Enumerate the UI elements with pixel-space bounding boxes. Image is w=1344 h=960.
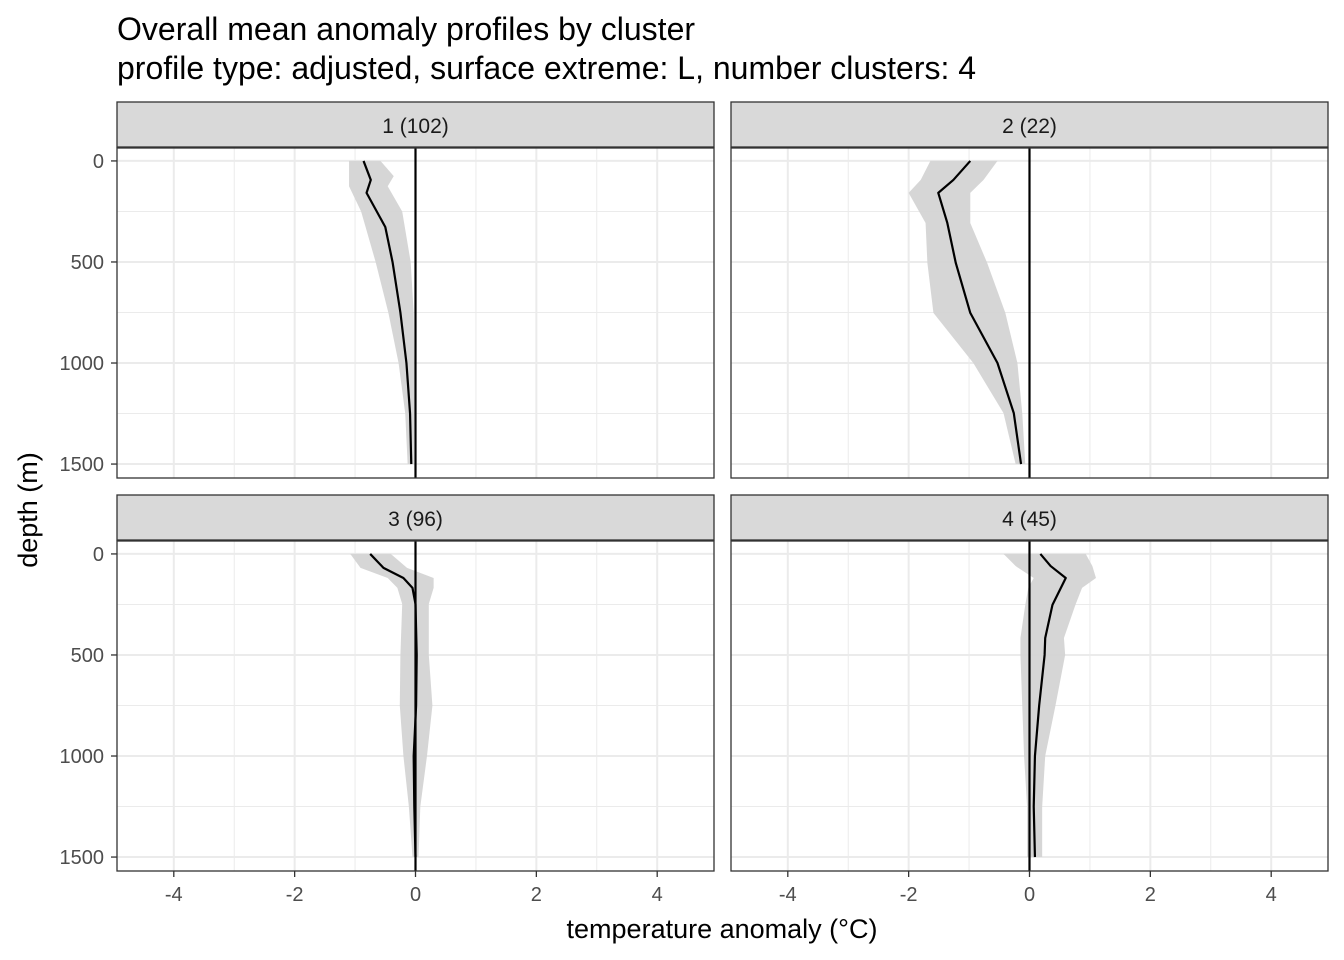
- x-tick-label: -2: [900, 884, 918, 906]
- y-tick-label: 500: [71, 645, 104, 667]
- x-tick-label: -4: [165, 884, 183, 906]
- confidence-ribbon: [908, 160, 1026, 465]
- x-tick-label: 2: [531, 884, 542, 906]
- y-tick-label: 0: [93, 151, 104, 173]
- facet-strip: [730, 494, 1329, 541]
- x-tick-label: -4: [779, 884, 797, 906]
- x-tick-label: 4: [1266, 884, 1277, 906]
- mean-profile-line: [1032, 553, 1067, 858]
- chart-title: Overall mean anomaly profiles by cluster: [117, 11, 695, 47]
- facet-strip-label: 1 (102): [382, 115, 449, 138]
- y-tick-label: 1000: [60, 353, 105, 375]
- confidence-ribbon: [350, 553, 434, 858]
- chart-subtitle: profile type: adjusted, surface extreme:…: [117, 50, 976, 86]
- y-tick-label: 1500: [60, 454, 105, 476]
- mean-profile-line: [369, 553, 418, 858]
- x-tick-label: -2: [286, 884, 304, 906]
- facet-strip-label: 3 (96): [388, 508, 443, 531]
- facet-panel-3: 3 (96) 0 500 1000 1500 -4 -2 0 2 4: [60, 494, 715, 906]
- x-tick-label: 4: [652, 884, 663, 906]
- panel-border: [730, 147, 1329, 479]
- facet-strip: [730, 101, 1329, 148]
- facet-panel-4: 4 (45) -4 -2 0 2 4: [730, 494, 1329, 906]
- mean-profile-line: [937, 160, 1023, 465]
- confidence-ribbon: [349, 160, 415, 465]
- x-tick-label: 0: [410, 884, 421, 906]
- y-tick-label: 1000: [60, 746, 105, 768]
- facet-panel-2: 2 (22): [730, 101, 1329, 479]
- facet-strip: [116, 494, 715, 541]
- x-axis-label: temperature anomaly (°C): [567, 914, 878, 944]
- facet-strip-label: 4 (45): [1002, 508, 1057, 531]
- y-tick-label: 0: [93, 544, 104, 566]
- mean-profile-line: [362, 160, 413, 465]
- y-tick-label: 500: [71, 252, 104, 274]
- y-tick-label: 1500: [60, 847, 105, 869]
- facet-strip-label: 2 (22): [1002, 115, 1057, 138]
- panel-border: [116, 147, 715, 479]
- confidence-ribbon: [1003, 553, 1096, 858]
- x-tick-label: 2: [1145, 884, 1156, 906]
- facet-panel-1: 1 (102) 0 500 1000 1500: [60, 101, 715, 479]
- y-axis-label: depth (m): [13, 452, 43, 568]
- x-tick-label: 0: [1024, 884, 1035, 906]
- facet-strip: [116, 101, 715, 148]
